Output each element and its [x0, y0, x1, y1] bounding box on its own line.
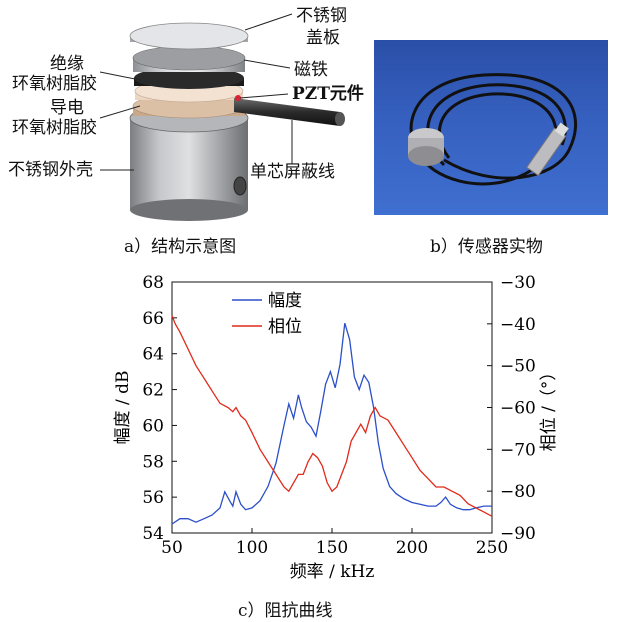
y-right-tick-label: −40 [500, 315, 536, 335]
sensor-photo-drawing [408, 73, 578, 186]
y-right-tick-label: −60 [500, 399, 536, 419]
label-top-plate-1: 不锈钢 [296, 6, 347, 26]
series-line-amplitude [171, 323, 492, 525]
x-tick-label: 150 [316, 538, 348, 558]
shielded-cable [234, 95, 345, 126]
insulating-epoxy-layer [134, 67, 244, 89]
y-left-tick-label: 56 [142, 488, 164, 508]
y-right-tick-label: −30 [500, 273, 536, 293]
y-left-tick-label: 54 [142, 524, 164, 544]
label-magnet: 磁铁 [294, 60, 328, 80]
label-conductive-1: 导电 [50, 98, 84, 118]
label-conductive-2: 环氧树脂胶 [12, 118, 97, 138]
sensor-photo [374, 40, 608, 215]
label-insulating-2: 环氧树脂胶 [12, 74, 97, 94]
label-shell: 不锈钢外壳 [8, 160, 93, 180]
legend-label: 相位 [268, 317, 302, 337]
structure-diagram [99, 13, 345, 221]
x-tick-label: 250 [476, 538, 508, 558]
y-left-tick-label: 68 [142, 273, 164, 293]
shell-body [129, 103, 249, 221]
legend-label: 幅度 [268, 291, 302, 311]
caption-a: a）结构示意图 [124, 237, 237, 257]
y-left-tick-label: 60 [142, 416, 164, 436]
x-tick-label: 50 [161, 538, 183, 558]
y-right-tick-label: −80 [500, 482, 536, 502]
y-right-tick-label: −70 [500, 440, 536, 460]
x-tick-label: 200 [396, 538, 428, 558]
x-tick-label: 100 [236, 538, 268, 558]
label-pzt: PZT元件 [292, 84, 364, 104]
top-plate [129, 22, 249, 50]
y-left-tick-label: 58 [142, 452, 164, 472]
x-axis-label: 频率 / kHz [290, 562, 375, 582]
y-left-tick-label: 62 [142, 381, 164, 401]
y-left-tick-label: 66 [142, 309, 164, 329]
label-cable: 单芯屏蔽线 [250, 162, 335, 182]
y-right-tick-label: −90 [500, 524, 536, 544]
caption-c: c）阻抗曲线 [238, 601, 333, 621]
plot-frame [171, 281, 493, 534]
magnet [132, 45, 246, 72]
impedance-chart: 50 100 150 200 250 54 56 58 60 62 64 66 68 −90 −80 −7… [113, 273, 559, 582]
y-axis-right-label: 相位 /（°） [539, 364, 559, 452]
caption-b: b）传感器实物 [430, 237, 543, 257]
y-left-tick-label: 64 [142, 345, 164, 365]
y-axis-left-label: 幅度 / dB [113, 371, 133, 445]
label-insulating-1: 绝缘 [50, 54, 84, 74]
y-right-tick-label: −50 [500, 357, 536, 377]
series-line-phase [171, 315, 493, 517]
label-top-plate-2: 盖板 [306, 28, 340, 48]
